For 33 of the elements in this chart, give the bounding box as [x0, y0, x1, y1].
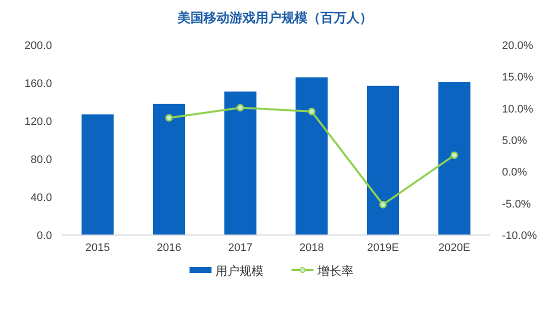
x-tick-label: 2018	[299, 242, 324, 254]
y2-tick-label: 20.0%	[502, 40, 534, 52]
y2-tick-label: -5.0%	[502, 198, 531, 210]
y2-tick-label: 0.0%	[502, 166, 528, 179]
bar	[366, 86, 400, 235]
y-tick-label: 160.0	[24, 78, 52, 90]
bar	[438, 82, 470, 235]
y-tick-label: 40.0	[30, 192, 52, 204]
y2-tick-label: 5.0%	[502, 135, 528, 147]
point	[165, 114, 173, 122]
y-tick-label: 0.0	[36, 230, 52, 242]
y-tick-label: 80.0	[30, 154, 52, 166]
point	[308, 108, 316, 116]
point	[236, 104, 244, 112]
legend-label: 增长率	[316, 264, 354, 278]
y2-tick-label: -10.0%	[502, 230, 538, 242]
y-tick-label: 120.0	[24, 116, 52, 128]
x-tick-label: 2017	[228, 242, 253, 254]
x-tick-label: 2016	[156, 242, 182, 254]
x-tick-label: 2015	[85, 242, 110, 254]
bar	[152, 104, 186, 235]
point	[450, 151, 458, 159]
bar	[296, 77, 328, 235]
bar	[224, 92, 256, 235]
point	[379, 200, 387, 208]
legend-label: 用户规模	[216, 264, 264, 278]
x-tick-label: 2020E	[438, 242, 470, 254]
y-tick-label: 200.0	[24, 40, 52, 52]
chart-title: 美国移动游戏用户规模（百万人）	[176, 10, 372, 25]
bar	[82, 114, 114, 235]
y2-tick-label: 15.0%	[502, 72, 534, 84]
x-tick-label: 2019E	[367, 242, 399, 254]
y2-tick-label: 10.0%	[502, 103, 534, 116]
